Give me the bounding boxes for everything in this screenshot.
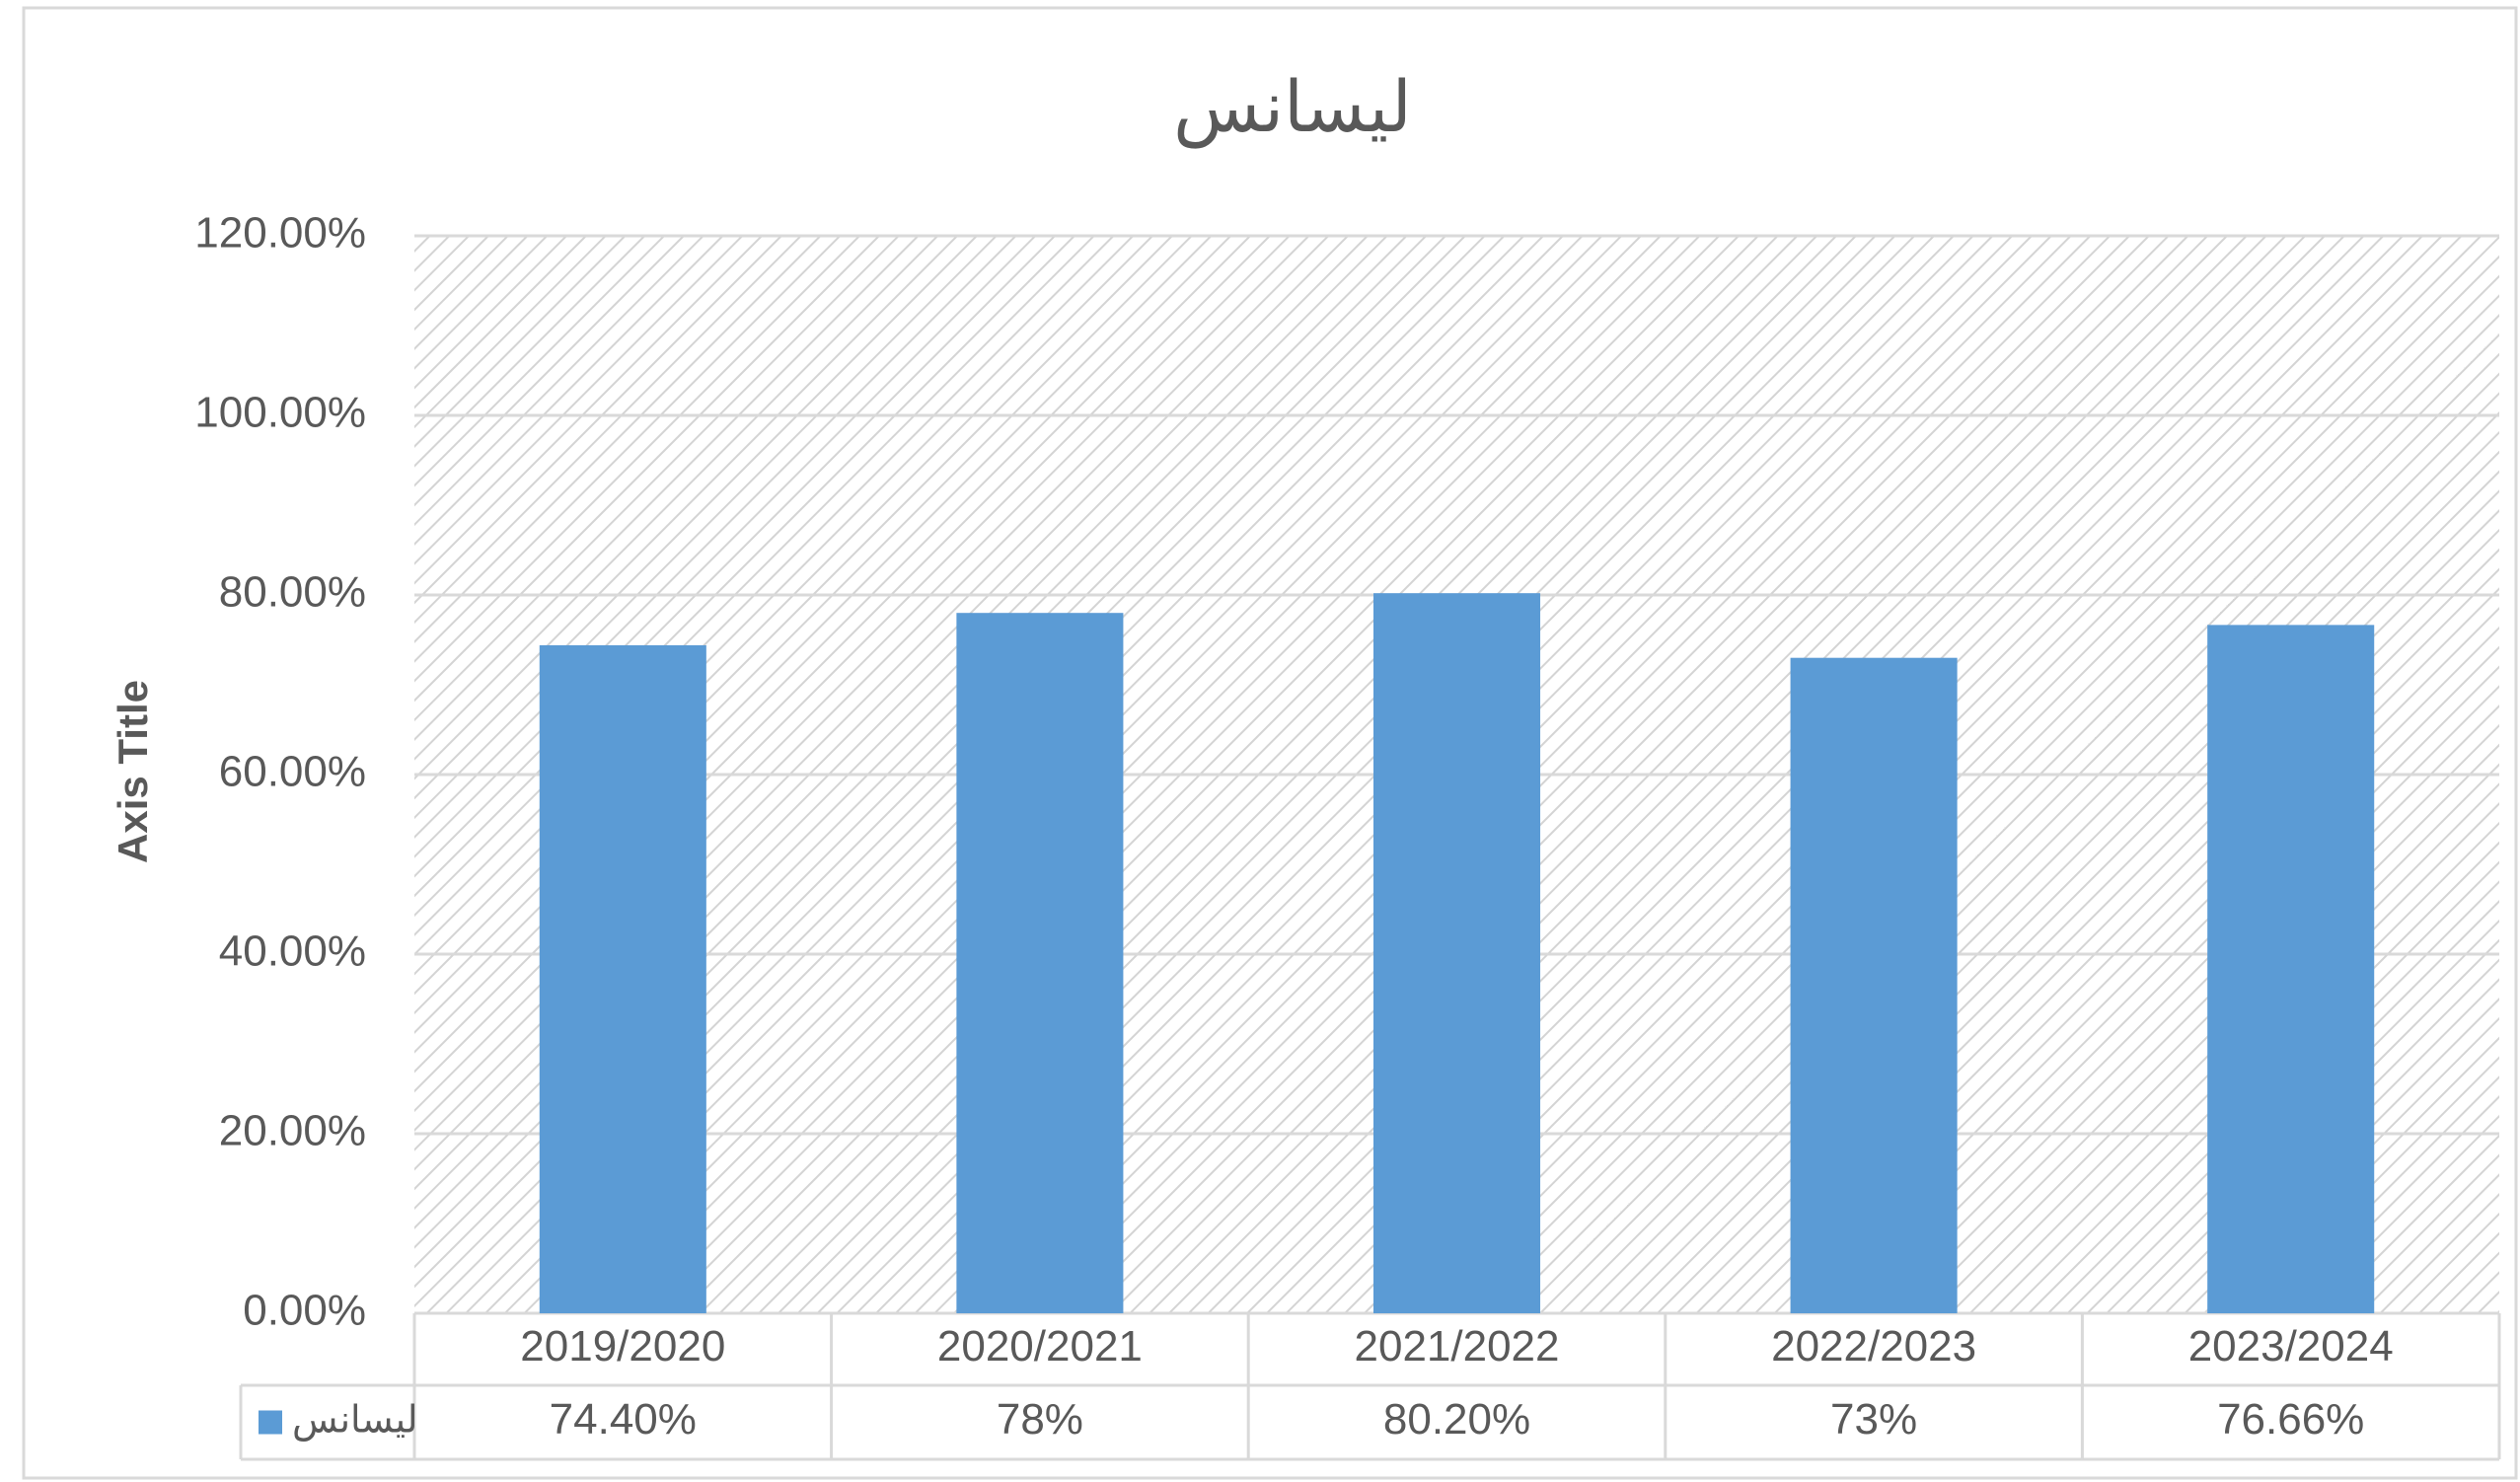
bar (2207, 625, 2375, 1313)
table-value: 80.20% (1383, 1395, 1530, 1444)
bar (539, 644, 706, 1313)
legend-swatch (259, 1410, 282, 1435)
x-tick-label: 2021/2022 (1355, 1322, 1560, 1371)
table-value: 78% (997, 1395, 1083, 1444)
y-tick-label: 80.00% (219, 568, 366, 617)
y-tick-label: 40.00% (219, 927, 366, 976)
legend-label: ليسانس (292, 1400, 418, 1442)
y-tick-label: 0.00% (243, 1287, 366, 1335)
y-tick-label: 20.00% (219, 1107, 366, 1155)
x-tick-label: 2020/2021 (937, 1322, 1143, 1371)
table-value: 74.40% (550, 1395, 697, 1444)
bar (1790, 657, 1958, 1313)
y-tick-label: 100.00% (194, 389, 366, 437)
y-axis-title: Axis Title (110, 680, 156, 863)
chart-title: ليسانس (1173, 68, 1412, 148)
x-tick-label: 2019/2020 (520, 1322, 725, 1371)
x-tick-label: 2023/2024 (2188, 1322, 2394, 1371)
table-value: 73% (1830, 1395, 1917, 1444)
table-value: 76.66% (2217, 1395, 2364, 1444)
x-tick-label: 2022/2023 (1771, 1322, 1976, 1371)
y-tick-label: 60.00% (219, 748, 366, 796)
bar (1372, 593, 1541, 1313)
y-tick-label: 120.00% (194, 209, 366, 258)
bar (956, 613, 1124, 1313)
